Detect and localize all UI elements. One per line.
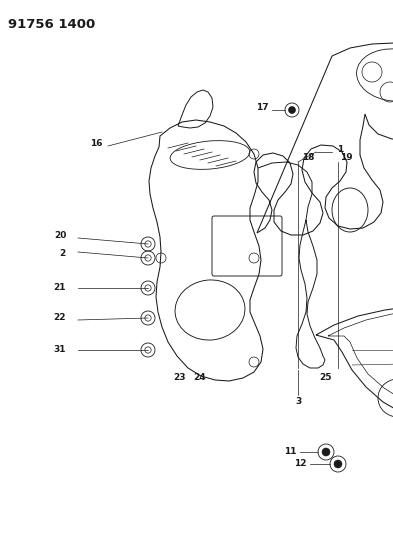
- Text: 3: 3: [295, 398, 301, 407]
- Text: 17: 17: [256, 103, 268, 112]
- Text: 12: 12: [294, 459, 306, 469]
- Text: 91756 1400: 91756 1400: [8, 18, 95, 31]
- Text: 23: 23: [174, 374, 186, 383]
- Text: 22: 22: [54, 313, 66, 322]
- Text: 31: 31: [54, 345, 66, 354]
- Text: 24: 24: [194, 374, 206, 383]
- Text: 16: 16: [90, 140, 102, 149]
- Circle shape: [322, 448, 330, 456]
- Text: 21: 21: [54, 284, 66, 293]
- Text: 1: 1: [337, 146, 343, 155]
- Circle shape: [288, 107, 296, 114]
- Text: 19: 19: [340, 154, 352, 163]
- Text: 2: 2: [59, 249, 65, 259]
- Text: 20: 20: [54, 231, 66, 240]
- Circle shape: [334, 460, 342, 468]
- Text: 25: 25: [319, 374, 331, 383]
- Text: 11: 11: [284, 448, 296, 456]
- Text: 18: 18: [302, 154, 314, 163]
